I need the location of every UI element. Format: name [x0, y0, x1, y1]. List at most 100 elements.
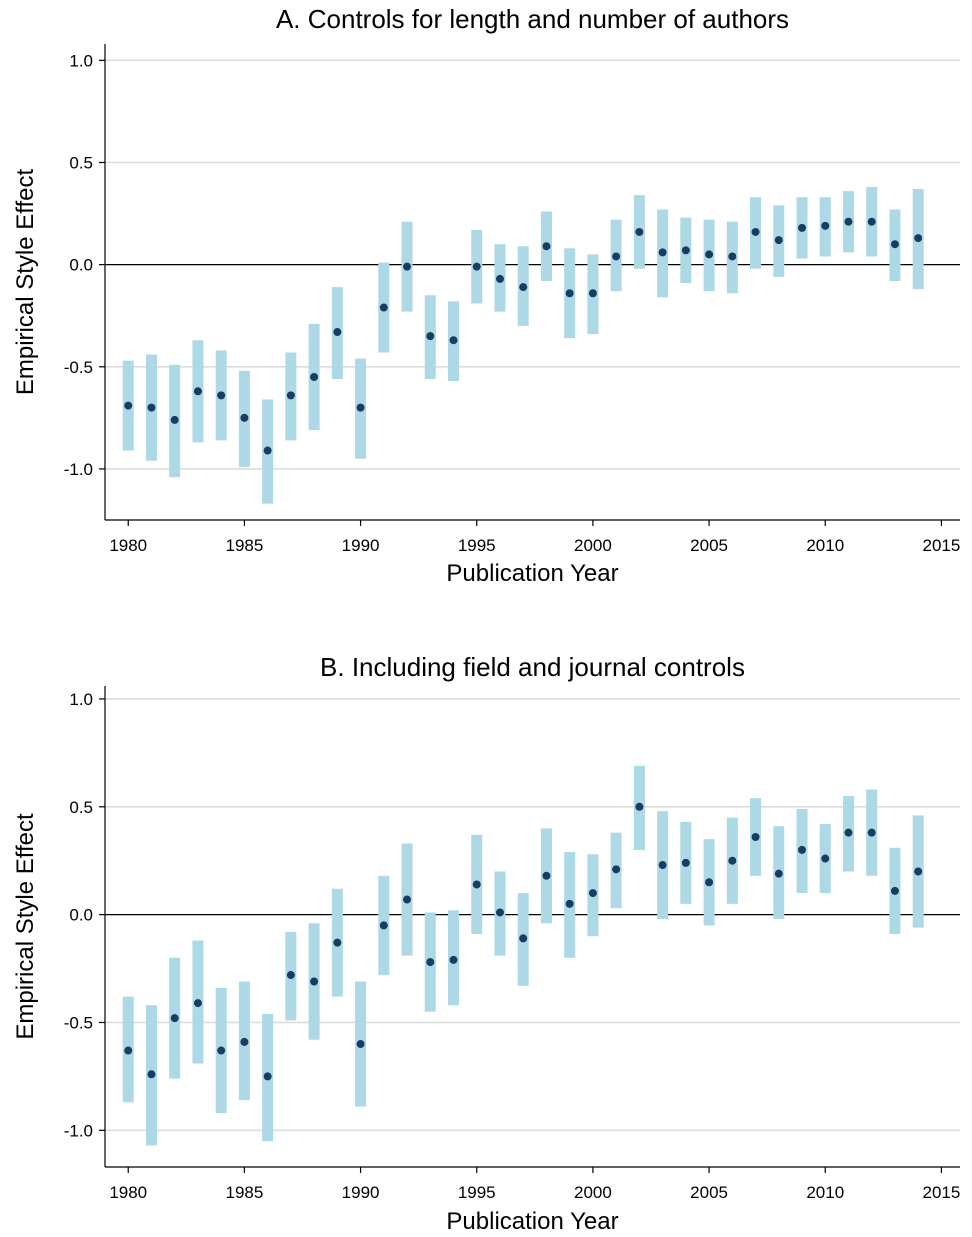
point-estimate: [356, 1040, 365, 1049]
point-estimate: [310, 977, 319, 986]
point-estimate: [588, 289, 597, 298]
point-estimate: [774, 236, 783, 245]
x-tick-label: 2000: [574, 536, 612, 555]
y-axis-label: Empirical Style Effect: [12, 169, 39, 396]
point-estimate: [263, 446, 272, 455]
y-axis-label: Empirical Style Effect: [12, 813, 39, 1040]
y-tick-label: 0.5: [69, 798, 93, 817]
point-estimate: [681, 858, 690, 867]
y-tick-label: 0.0: [69, 256, 93, 275]
point-estimate: [286, 971, 295, 980]
point-estimate: [356, 403, 365, 412]
point-estimate: [635, 802, 644, 811]
point-estimate: [193, 387, 202, 396]
x-axis-label: Publication Year: [446, 560, 618, 587]
x-tick-label: 1995: [458, 536, 496, 555]
point-estimate: [681, 246, 690, 255]
point-estimate: [612, 252, 621, 261]
point-estimate: [542, 242, 551, 251]
point-estimate: [379, 921, 388, 930]
point-estimate: [774, 869, 783, 878]
point-estimate: [217, 391, 226, 400]
point-estimate: [728, 856, 737, 865]
x-tick-label: 2000: [574, 1183, 612, 1202]
point-estimate: [844, 217, 853, 226]
point-estimate: [124, 1046, 133, 1055]
x-tick-label: 1995: [458, 1183, 496, 1202]
point-estimate: [914, 234, 923, 243]
point-estimate: [426, 958, 435, 967]
point-estimate: [565, 289, 574, 298]
point-estimate: [449, 955, 458, 964]
point-estimate: [124, 401, 133, 410]
point-estimate: [658, 861, 667, 870]
y-tick-label: -1.0: [64, 1121, 93, 1140]
chart-title: B. Including field and journal controls: [320, 652, 745, 682]
x-tick-label: 1985: [225, 1183, 263, 1202]
y-tick-label: 0.0: [69, 906, 93, 925]
point-estimate: [751, 832, 760, 841]
point-estimate: [844, 828, 853, 837]
point-estimate: [612, 865, 621, 874]
point-estimate: [821, 221, 830, 230]
x-tick-label: 1980: [109, 1183, 147, 1202]
point-estimate: [217, 1046, 226, 1055]
point-estimate: [728, 252, 737, 261]
point-estimate: [495, 274, 504, 283]
point-estimate: [519, 934, 528, 943]
point-estimate: [379, 303, 388, 312]
point-estimate: [240, 1037, 249, 1046]
point-estimate: [890, 240, 899, 249]
y-tick-label: 0.5: [69, 153, 93, 172]
point-estimate: [751, 227, 760, 236]
point-estimate: [147, 1070, 156, 1079]
point-estimate: [426, 332, 435, 341]
x-tick-label: 2010: [806, 536, 844, 555]
point-estimate: [310, 372, 319, 381]
panel-a: -1.0 -0.5 0.0 0.5 1.0 1980 1985 1990 1995 2000 200…: [12, 4, 960, 587]
point-estimate: [170, 1014, 179, 1023]
point-estimate: [565, 899, 574, 908]
point-estimate: [333, 938, 342, 947]
point-estimate: [867, 828, 876, 837]
point-estimate: [519, 283, 528, 292]
point-estimate: [821, 854, 830, 863]
point-estimate: [170, 415, 179, 424]
chart-title: A. Controls for length and number of aut…: [276, 4, 789, 34]
x-tick-label: 1980: [109, 536, 147, 555]
x-tick-label: 1990: [342, 1183, 380, 1202]
point-estimate: [635, 227, 644, 236]
point-estimate: [449, 336, 458, 345]
x-tick-label: 1985: [225, 536, 263, 555]
point-estimate: [798, 845, 807, 854]
panel-b: -1.0 -0.5 0.0 0.5 1.0 1980 1985 1990 1995 2000 200…: [12, 652, 960, 1235]
point-estimate: [890, 886, 899, 895]
point-estimate: [495, 908, 504, 917]
x-tick-label: 2015: [922, 536, 960, 555]
point-estimate: [914, 867, 923, 876]
point-estimate: [472, 262, 481, 271]
y-tick-label: 1.0: [69, 51, 93, 70]
point-estimate: [658, 248, 667, 257]
point-estimate: [193, 999, 202, 1008]
x-tick-label: 2010: [806, 1183, 844, 1202]
point-estimate: [472, 880, 481, 889]
point-estimate: [147, 403, 156, 412]
point-estimate: [798, 223, 807, 232]
x-tick-label: 2005: [690, 1183, 728, 1202]
point-estimate: [542, 871, 551, 880]
x-axis-label: Publication Year: [446, 1208, 618, 1235]
y-tick-label: -0.5: [64, 1013, 93, 1032]
point-estimate: [705, 250, 714, 259]
point-estimate: [403, 262, 412, 271]
point-estimate: [403, 895, 412, 904]
y-tick-label: -0.5: [64, 358, 93, 377]
point-estimate: [705, 878, 714, 887]
point-estimate: [867, 217, 876, 226]
point-estimate: [588, 889, 597, 898]
point-estimate: [286, 391, 295, 400]
point-estimate: [263, 1072, 272, 1081]
point-estimate: [333, 328, 342, 337]
x-tick-label: 1990: [342, 536, 380, 555]
